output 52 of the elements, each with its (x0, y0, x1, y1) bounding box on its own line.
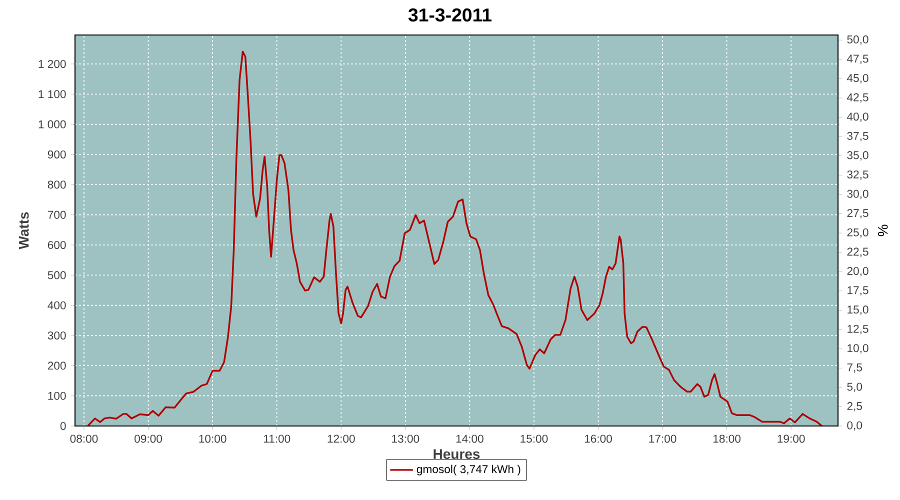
x-tick-label: 08:00 (70, 434, 98, 443)
y-tick-label: 400 (48, 301, 66, 310)
x-tick-label: 18:00 (713, 434, 741, 443)
y2-tick-label: 35,0 (847, 151, 868, 161)
y2-axis-title: % (878, 224, 888, 236)
y2-tick-label: 0,0 (847, 421, 862, 431)
y2-tick-label: 12,5 (848, 324, 868, 334)
x-tick-label: 15:00 (520, 434, 548, 443)
y2-tick-label: 17,5 (848, 286, 868, 296)
y2-tick-label: 47,5 (846, 54, 868, 64)
y-tick-label: 1 200 (38, 60, 66, 68)
x-tick-label: 16:00 (584, 434, 612, 443)
y2-tick-label: 50,0 (847, 35, 868, 45)
x-tick-label: 13:00 (392, 434, 420, 443)
y-tick-label: 700 (48, 210, 66, 219)
y2-tick-label: 27,5 (847, 209, 868, 218)
line-series (86, 50, 823, 426)
y2-tick-label: 40,0 (846, 112, 868, 122)
y-axis-title: Watts (19, 212, 29, 250)
legend-label: gmosol( 3,747 kWh ) (416, 464, 520, 476)
chart-title: 31-3-2011 (408, 8, 492, 22)
x-tick-label: 12:00 (328, 434, 355, 443)
y2-tick-label: 32,5 (847, 170, 868, 180)
y-tick-label: 0 (60, 422, 66, 430)
y2-tick-label: 15,0 (848, 306, 868, 315)
y2-tick-label: 5,0 (847, 382, 862, 392)
y2-tick-label: 10,0 (848, 344, 868, 354)
y2-tick-label: 25,0 (847, 228, 868, 238)
y-tick-label: 600 (48, 240, 66, 249)
x-tick-label: 10:00 (199, 434, 226, 443)
y2-tick-label: 20,0 (847, 266, 868, 276)
y-tick-label: 1 100 (38, 90, 66, 98)
x-tick-label: 14:00 (456, 434, 484, 443)
y-tick-label: 900 (48, 150, 66, 158)
x-tick-label: 11:00 (264, 434, 290, 443)
x-tick-label: 09:00 (134, 434, 162, 443)
y-tick-label: 200 (48, 362, 66, 370)
y2-tick-label: 30,0 (847, 190, 868, 200)
y-tick-label: 100 (48, 392, 66, 400)
y-tick-label: 500 (48, 271, 66, 280)
x-axis-title: Heures (434, 449, 480, 459)
y2-tick-label: 45,0 (846, 74, 868, 84)
y-tick-label: 800 (48, 180, 66, 189)
x-tick-label: 19:00 (778, 434, 805, 443)
y-tick-label: 300 (48, 331, 66, 340)
y2-tick-label: 37,5 (847, 132, 868, 142)
y2-tick-label: 22,5 (847, 248, 868, 258)
y2-tick-label: 7,5 (847, 363, 862, 373)
y2-tick-label: 2,5 (847, 402, 862, 412)
y-tick-label: 1 000 (38, 120, 66, 128)
x-tick-label: 17:00 (649, 434, 676, 443)
y2-tick-label: 42,5 (846, 93, 868, 103)
